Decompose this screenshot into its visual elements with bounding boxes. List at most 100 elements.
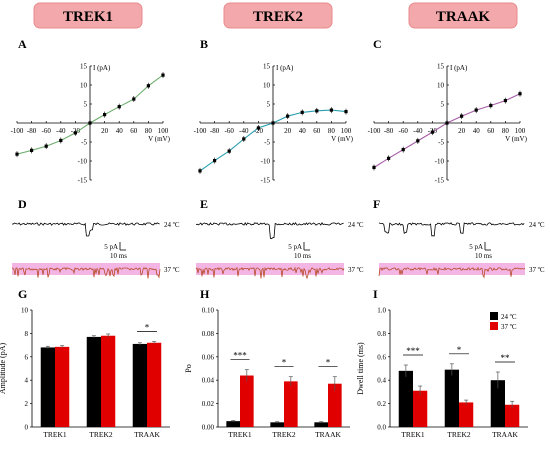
significance-marker: * bbox=[145, 323, 150, 333]
trace-37c bbox=[11, 266, 161, 279]
bar-chart-amplitude: 0 2 4 6 8 10 Amplitude (pA) TREK1 TREK2 TRAAK * bbox=[0, 307, 170, 439]
y-tick-label: 0 bbox=[25, 424, 29, 432]
x-tick-label: -60 bbox=[399, 127, 409, 135]
significance-marker: *** bbox=[406, 346, 420, 356]
temp-label-24: 24 ºC bbox=[164, 221, 180, 229]
x-axis-label: V (mV) bbox=[148, 135, 171, 143]
x-tick-label: -60 bbox=[42, 127, 52, 135]
y-tick-label: 15 bbox=[263, 63, 271, 71]
category-label: TRAAK bbox=[492, 430, 518, 439]
bar-37c bbox=[101, 335, 116, 427]
header-trek1-label: TREK1 bbox=[63, 9, 113, 25]
category-label: TREK2 bbox=[89, 430, 113, 439]
y-tick-label: -5 bbox=[264, 139, 270, 147]
y-tick-label: 0.8 bbox=[377, 330, 386, 338]
y-tick-label: 15 bbox=[437, 63, 445, 71]
x-tick-label: 40 bbox=[299, 127, 307, 135]
bar-37c bbox=[505, 404, 520, 427]
y-tick-label: 8 bbox=[25, 330, 29, 338]
x-tick-label: 80 bbox=[145, 127, 153, 135]
y-tick-label: 10 bbox=[437, 82, 445, 90]
panel-letter-i: I bbox=[373, 287, 378, 301]
y-tick-label: 0.04 bbox=[202, 377, 215, 385]
legend-swatch-37c bbox=[490, 322, 498, 330]
x-tick-label: 60 bbox=[130, 127, 138, 135]
scale-label-current: 5 pA bbox=[469, 243, 483, 251]
y-tick-label: 10 bbox=[263, 82, 271, 90]
category-label: TREK1 bbox=[43, 430, 67, 439]
y-tick-label: 0.10 bbox=[202, 307, 215, 315]
x-tick-label: -40 bbox=[56, 127, 66, 135]
header-traak: TRAAK bbox=[408, 2, 518, 29]
x-tick-label: -80 bbox=[210, 127, 220, 135]
scale-label-time: 10 ms bbox=[294, 252, 311, 260]
trace-37c bbox=[195, 266, 345, 280]
header-trek1-bg bbox=[33, 2, 143, 29]
legend-label-24c: 24 ºC bbox=[501, 313, 517, 321]
temp-label-37: 37 ºC bbox=[529, 266, 545, 274]
significance-marker: * bbox=[326, 358, 331, 368]
y-tick-label: 0.06 bbox=[202, 353, 215, 361]
x-tick-label: 40 bbox=[473, 127, 481, 135]
trace-24c bbox=[11, 222, 160, 237]
bar-37c bbox=[240, 375, 254, 427]
iv-plot-traak: -100-80-60-40-202040608010015105-5-10-15… bbox=[368, 63, 528, 185]
y-tick-label: -15 bbox=[435, 177, 445, 185]
temp-label-37: 37 ºC bbox=[164, 266, 180, 274]
x-tick-label: 100 bbox=[515, 127, 526, 135]
y-tick-label: 0.08 bbox=[202, 330, 215, 338]
y-tick-label: -5 bbox=[81, 139, 87, 147]
y-tick-label: 6 bbox=[25, 353, 29, 361]
significance-marker: ** bbox=[501, 353, 511, 363]
category-label: TREK2 bbox=[272, 430, 296, 439]
y-tick-label: 0.6 bbox=[377, 353, 386, 361]
x-tick-label: 40 bbox=[116, 127, 124, 135]
significance-marker: * bbox=[282, 358, 287, 368]
y-tick-label: 0.2 bbox=[377, 400, 386, 408]
bar-24c bbox=[444, 369, 459, 427]
significance-marker: * bbox=[457, 345, 462, 355]
x-axis-label: V (mV) bbox=[505, 135, 528, 143]
scale-label-time: 10 ms bbox=[110, 252, 127, 260]
bar-24c bbox=[270, 422, 284, 427]
legend-swatch-24c bbox=[490, 312, 498, 320]
temp-label-24: 24 ºC bbox=[529, 221, 545, 229]
x-tick-label: 20 bbox=[284, 127, 292, 135]
y-tick-label: 0.02 bbox=[202, 400, 215, 408]
x-tick-label: 20 bbox=[458, 127, 466, 135]
y-tick-label: -10 bbox=[435, 158, 445, 166]
x-tick-label: -20 bbox=[254, 127, 264, 135]
bar-24c bbox=[314, 422, 328, 427]
header-trek2-bg bbox=[223, 2, 333, 29]
bar-chart-po: 0.00 0.02 0.04 0.06 0.08 0.10 Po TREK1 *** TREK2 *… bbox=[184, 307, 350, 439]
category-label: TREK1 bbox=[401, 430, 425, 439]
y-tick-label: 0.00 bbox=[202, 424, 215, 432]
y-tick-label: 10 bbox=[21, 307, 29, 315]
y-tick-label: -10 bbox=[261, 158, 271, 166]
panel-letter-f: F bbox=[373, 197, 380, 211]
x-tick-label: -80 bbox=[384, 127, 394, 135]
trace-24c bbox=[195, 221, 344, 240]
bar-37c bbox=[147, 342, 162, 427]
y-axis-label: I (pA) bbox=[93, 64, 111, 72]
x-tick-label: -80 bbox=[27, 127, 37, 135]
x-tick-label: 60 bbox=[313, 127, 321, 135]
bar-37c bbox=[55, 346, 70, 427]
y-axis-label: Amplitude (pA) bbox=[0, 343, 7, 395]
temp-label-37: 37 ºC bbox=[348, 266, 364, 274]
y-axis-label: I (pA) bbox=[450, 64, 468, 72]
y-tick-label: -5 bbox=[438, 139, 444, 147]
x-tick-label: -60 bbox=[225, 127, 235, 135]
x-tick-label: 100 bbox=[158, 127, 169, 135]
category-label: TRAAK bbox=[134, 430, 160, 439]
x-tick-label: 20 bbox=[101, 127, 109, 135]
x-tick-label: 100 bbox=[341, 127, 352, 135]
header-trek1: TREK1 bbox=[33, 2, 143, 29]
panel-letter-e: E bbox=[200, 197, 208, 211]
x-tick-label: 60 bbox=[487, 127, 495, 135]
